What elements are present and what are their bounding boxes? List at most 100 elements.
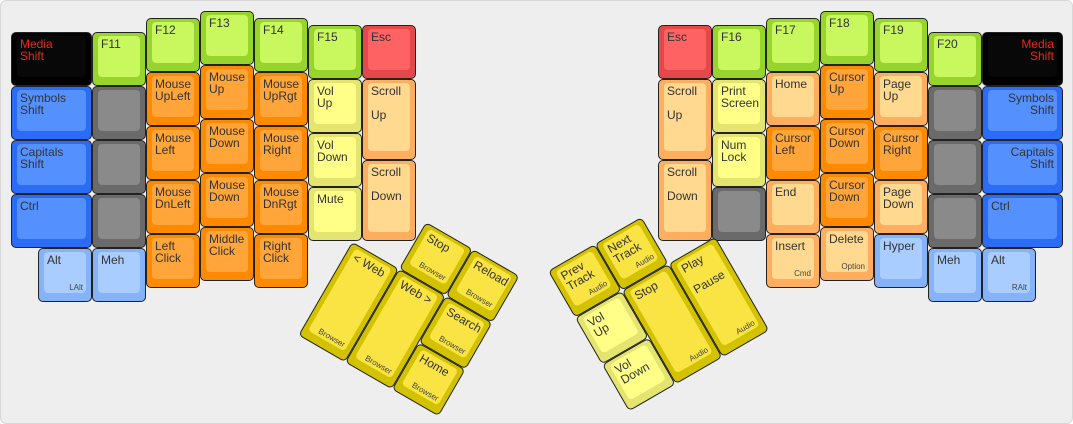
keycap-top: F14 [260, 22, 302, 63]
key-scroll-down[interactable]: Scroll Down [362, 160, 416, 241]
key-blank[interactable] [928, 140, 982, 194]
key-right-click[interactable]: Right Click [254, 234, 308, 288]
key-label: Print Screen [721, 84, 760, 110]
key-insert[interactable]: Insert Cmd [766, 234, 820, 288]
key-label: Scroll Up [667, 84, 698, 122]
key-meh[interactable]: Meh [92, 248, 146, 302]
key-blank[interactable] [92, 194, 146, 248]
key-label: Stop [424, 230, 453, 256]
key-ctrl[interactable]: Ctrl [11, 194, 92, 248]
key-hyper[interactable]: Hyper [874, 234, 928, 288]
key-esc[interactable]: Esc [362, 25, 416, 79]
key-media-shift[interactable]: Media Shift [982, 32, 1063, 86]
key-cursor-left[interactable]: Cursor Left [766, 126, 820, 180]
key-scroll-up[interactable]: Scroll Up [658, 79, 712, 160]
key-label: Play Pause [678, 251, 728, 297]
key-label: Symbols Shift [1007, 91, 1054, 117]
key-page-down[interactable]: Page Down [874, 180, 928, 234]
key-cursor-right[interactable]: Cursor Right [874, 126, 928, 180]
keycap-top: Meh [98, 252, 140, 293]
keycap-top: Scroll Up [368, 83, 410, 151]
key-left-click[interactable]: Left Click [146, 234, 200, 288]
key-f15[interactable]: F15 [308, 25, 362, 79]
key-mouse-upleft[interactable]: Mouse UpLeft [146, 72, 200, 126]
key-f16[interactable]: F16 [712, 25, 766, 79]
key-media-shift[interactable]: Media Shift [11, 32, 92, 86]
key-capitals-shift[interactable]: Capitals Shift [982, 140, 1063, 194]
keycap-top: F11 [98, 36, 140, 77]
key-f18[interactable]: F18 [820, 11, 874, 65]
key-sublabel: Cmd [794, 269, 811, 278]
keycap-top: Home [772, 76, 814, 117]
key-label: Vol Down [317, 138, 348, 164]
keycap-top: Media Shift [988, 36, 1057, 77]
key-middle-click[interactable]: Middle Click [200, 227, 254, 281]
key-mouse-up[interactable]: Mouse Up [200, 65, 254, 119]
key-mouse-left[interactable]: Mouse Left [146, 126, 200, 180]
key-blank[interactable] [712, 187, 766, 241]
keycap-top: Capitals Shift [17, 144, 86, 185]
key-cursor-down[interactable]: Cursor Down [820, 119, 874, 173]
key-end[interactable]: End [766, 180, 820, 234]
key-label: Home [775, 77, 808, 91]
key-blank[interactable] [928, 194, 982, 248]
key-mouse-down[interactable]: Mouse Down [200, 173, 254, 227]
key-label: Mouse Right [263, 131, 300, 157]
key-scroll-down[interactable]: Scroll Down [658, 160, 712, 241]
key-mute[interactable]: Mute [308, 187, 362, 241]
key-vol-down[interactable]: Vol Down [308, 133, 362, 187]
key-label: Delete [829, 232, 864, 246]
key-capitals-shift[interactable]: Capitals Shift [11, 140, 92, 194]
keycap-top: Mouse DnRgt [260, 184, 302, 225]
key-label: End [775, 185, 797, 199]
key-mouse-dnrgt[interactable]: Mouse DnRgt [254, 180, 308, 234]
key-label: Media Shift [1021, 37, 1054, 63]
key-f17[interactable]: F17 [766, 18, 820, 72]
key-vol-up[interactable]: Vol Up [308, 79, 362, 133]
keycap-top: Symbols Shift [988, 90, 1057, 131]
key-f20[interactable]: F20 [928, 32, 982, 86]
key-symbols-shift[interactable]: Symbols Shift [982, 86, 1063, 140]
key-mouse-right[interactable]: Mouse Right [254, 126, 308, 180]
key-label: Meh [101, 253, 125, 267]
key-home[interactable]: Home [766, 72, 820, 126]
keycap-top: Ctrl [988, 198, 1057, 239]
key-label: Cursor Right [883, 131, 920, 157]
key-blank[interactable] [928, 86, 982, 140]
key-label: Page Up [883, 77, 912, 103]
key-meh[interactable]: Meh [928, 248, 982, 302]
key-num-lock[interactable]: Num Lock [712, 133, 766, 187]
key-label: Capitals Shift [1010, 145, 1054, 171]
key-esc[interactable]: Esc [658, 25, 712, 79]
key-print-screen[interactable]: Print Screen [712, 79, 766, 133]
keycap-top: Scroll Up [664, 83, 706, 151]
key-mouse-down[interactable]: Mouse Down [200, 119, 254, 173]
key-f11[interactable]: F11 [92, 32, 146, 86]
key-alt[interactable]: Alt RAlt [982, 248, 1036, 302]
key-sublabel: Option [841, 262, 865, 271]
key-sublabel: Audio [734, 318, 757, 337]
key-label: Mouse DnLeft [155, 185, 192, 211]
key-ctrl[interactable]: Ctrl [982, 194, 1063, 248]
keycap-top: Esc [664, 29, 706, 70]
key-f13[interactable]: F13 [200, 11, 254, 65]
key-f12[interactable]: F12 [146, 18, 200, 72]
key-sublabel: Audio [687, 345, 710, 364]
key-page-up[interactable]: Page Up [874, 72, 928, 126]
key-scroll-up[interactable]: Scroll Up [362, 79, 416, 160]
keycap-top: Alt LAlt [44, 252, 86, 293]
key-mouse-dnleft[interactable]: Mouse DnLeft [146, 180, 200, 234]
key-f14[interactable]: F14 [254, 18, 308, 72]
key-alt[interactable]: Alt LAlt [38, 248, 92, 302]
key-sublabel: Browser [316, 326, 347, 350]
key-delete[interactable]: Delete Option [820, 227, 874, 281]
key-label: Vol Down [612, 356, 652, 387]
key-blank[interactable] [92, 86, 146, 140]
key-f19[interactable]: F19 [874, 18, 928, 72]
keycap-top: Num Lock [718, 137, 760, 178]
key-cursor-up[interactable]: Cursor Up [820, 65, 874, 119]
key-blank[interactable] [92, 140, 146, 194]
key-mouse-uprgt[interactable]: Mouse UpRgt [254, 72, 308, 126]
key-symbols-shift[interactable]: Symbols Shift [11, 86, 92, 140]
key-cursor-down[interactable]: Cursor Down [820, 173, 874, 227]
